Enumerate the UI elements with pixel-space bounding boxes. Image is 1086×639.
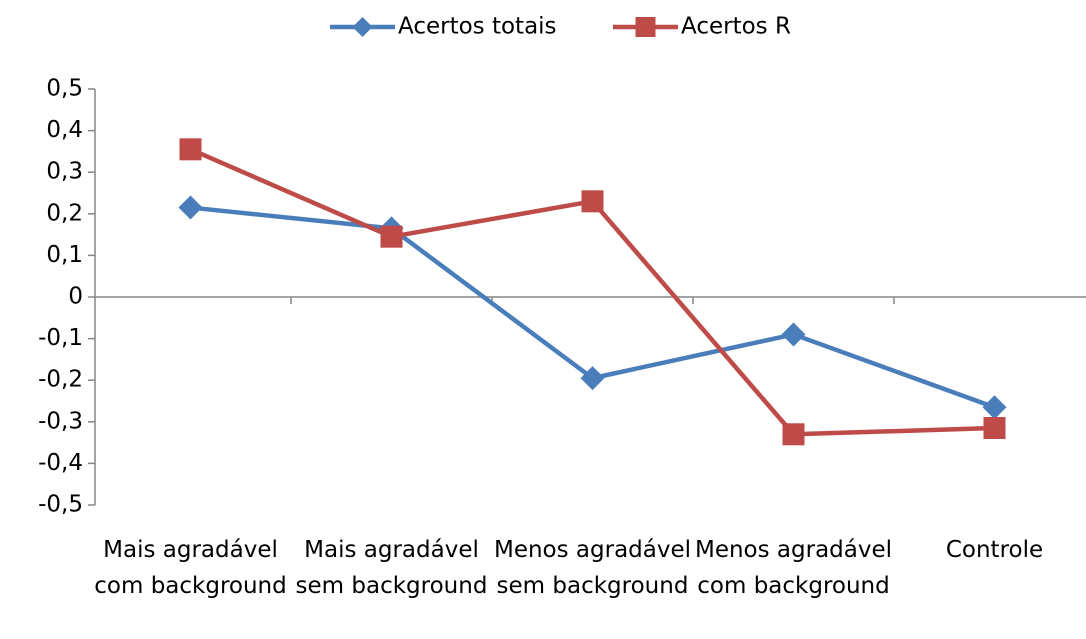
legend-marker	[352, 17, 373, 37]
x-tick-label: Menos agradável sem background	[493, 537, 692, 599]
x-tick-label: Mais agradável sem background	[295, 537, 488, 599]
x-tick-label: Controle	[945, 537, 1044, 563]
y-tick-label: 0,4	[46, 117, 83, 143]
series-marker	[178, 195, 203, 220]
y-tick-label: 0	[68, 284, 83, 310]
legend-label: Acertos R	[681, 14, 791, 40]
x-tick-label: Menos agradável com background	[694, 537, 893, 599]
series-marker	[580, 366, 605, 391]
y-tick-label: 0,1	[46, 242, 83, 268]
y-tick-label: -0,1	[38, 325, 83, 351]
y-tick-label: -0,2	[38, 367, 83, 393]
legend-label: Acertos totais	[398, 14, 557, 40]
y-tick-label: 0,2	[46, 200, 83, 226]
series-marker	[982, 395, 1007, 420]
y-tick-label: -0,5	[38, 492, 83, 518]
y-tick-label: 0,3	[46, 159, 83, 185]
x-tick-label: Mais agradável com background	[94, 537, 287, 599]
y-tick-label: 0,5	[46, 76, 83, 102]
series-marker	[781, 322, 806, 347]
series-marker	[782, 423, 805, 446]
series-marker	[581, 190, 604, 213]
series-marker	[380, 225, 403, 248]
legend-marker	[635, 17, 656, 37]
y-tick-label: -0,4	[38, 450, 83, 476]
series-marker	[179, 138, 202, 161]
series-marker	[983, 417, 1006, 440]
y-tick-label: -0,3	[38, 408, 83, 434]
